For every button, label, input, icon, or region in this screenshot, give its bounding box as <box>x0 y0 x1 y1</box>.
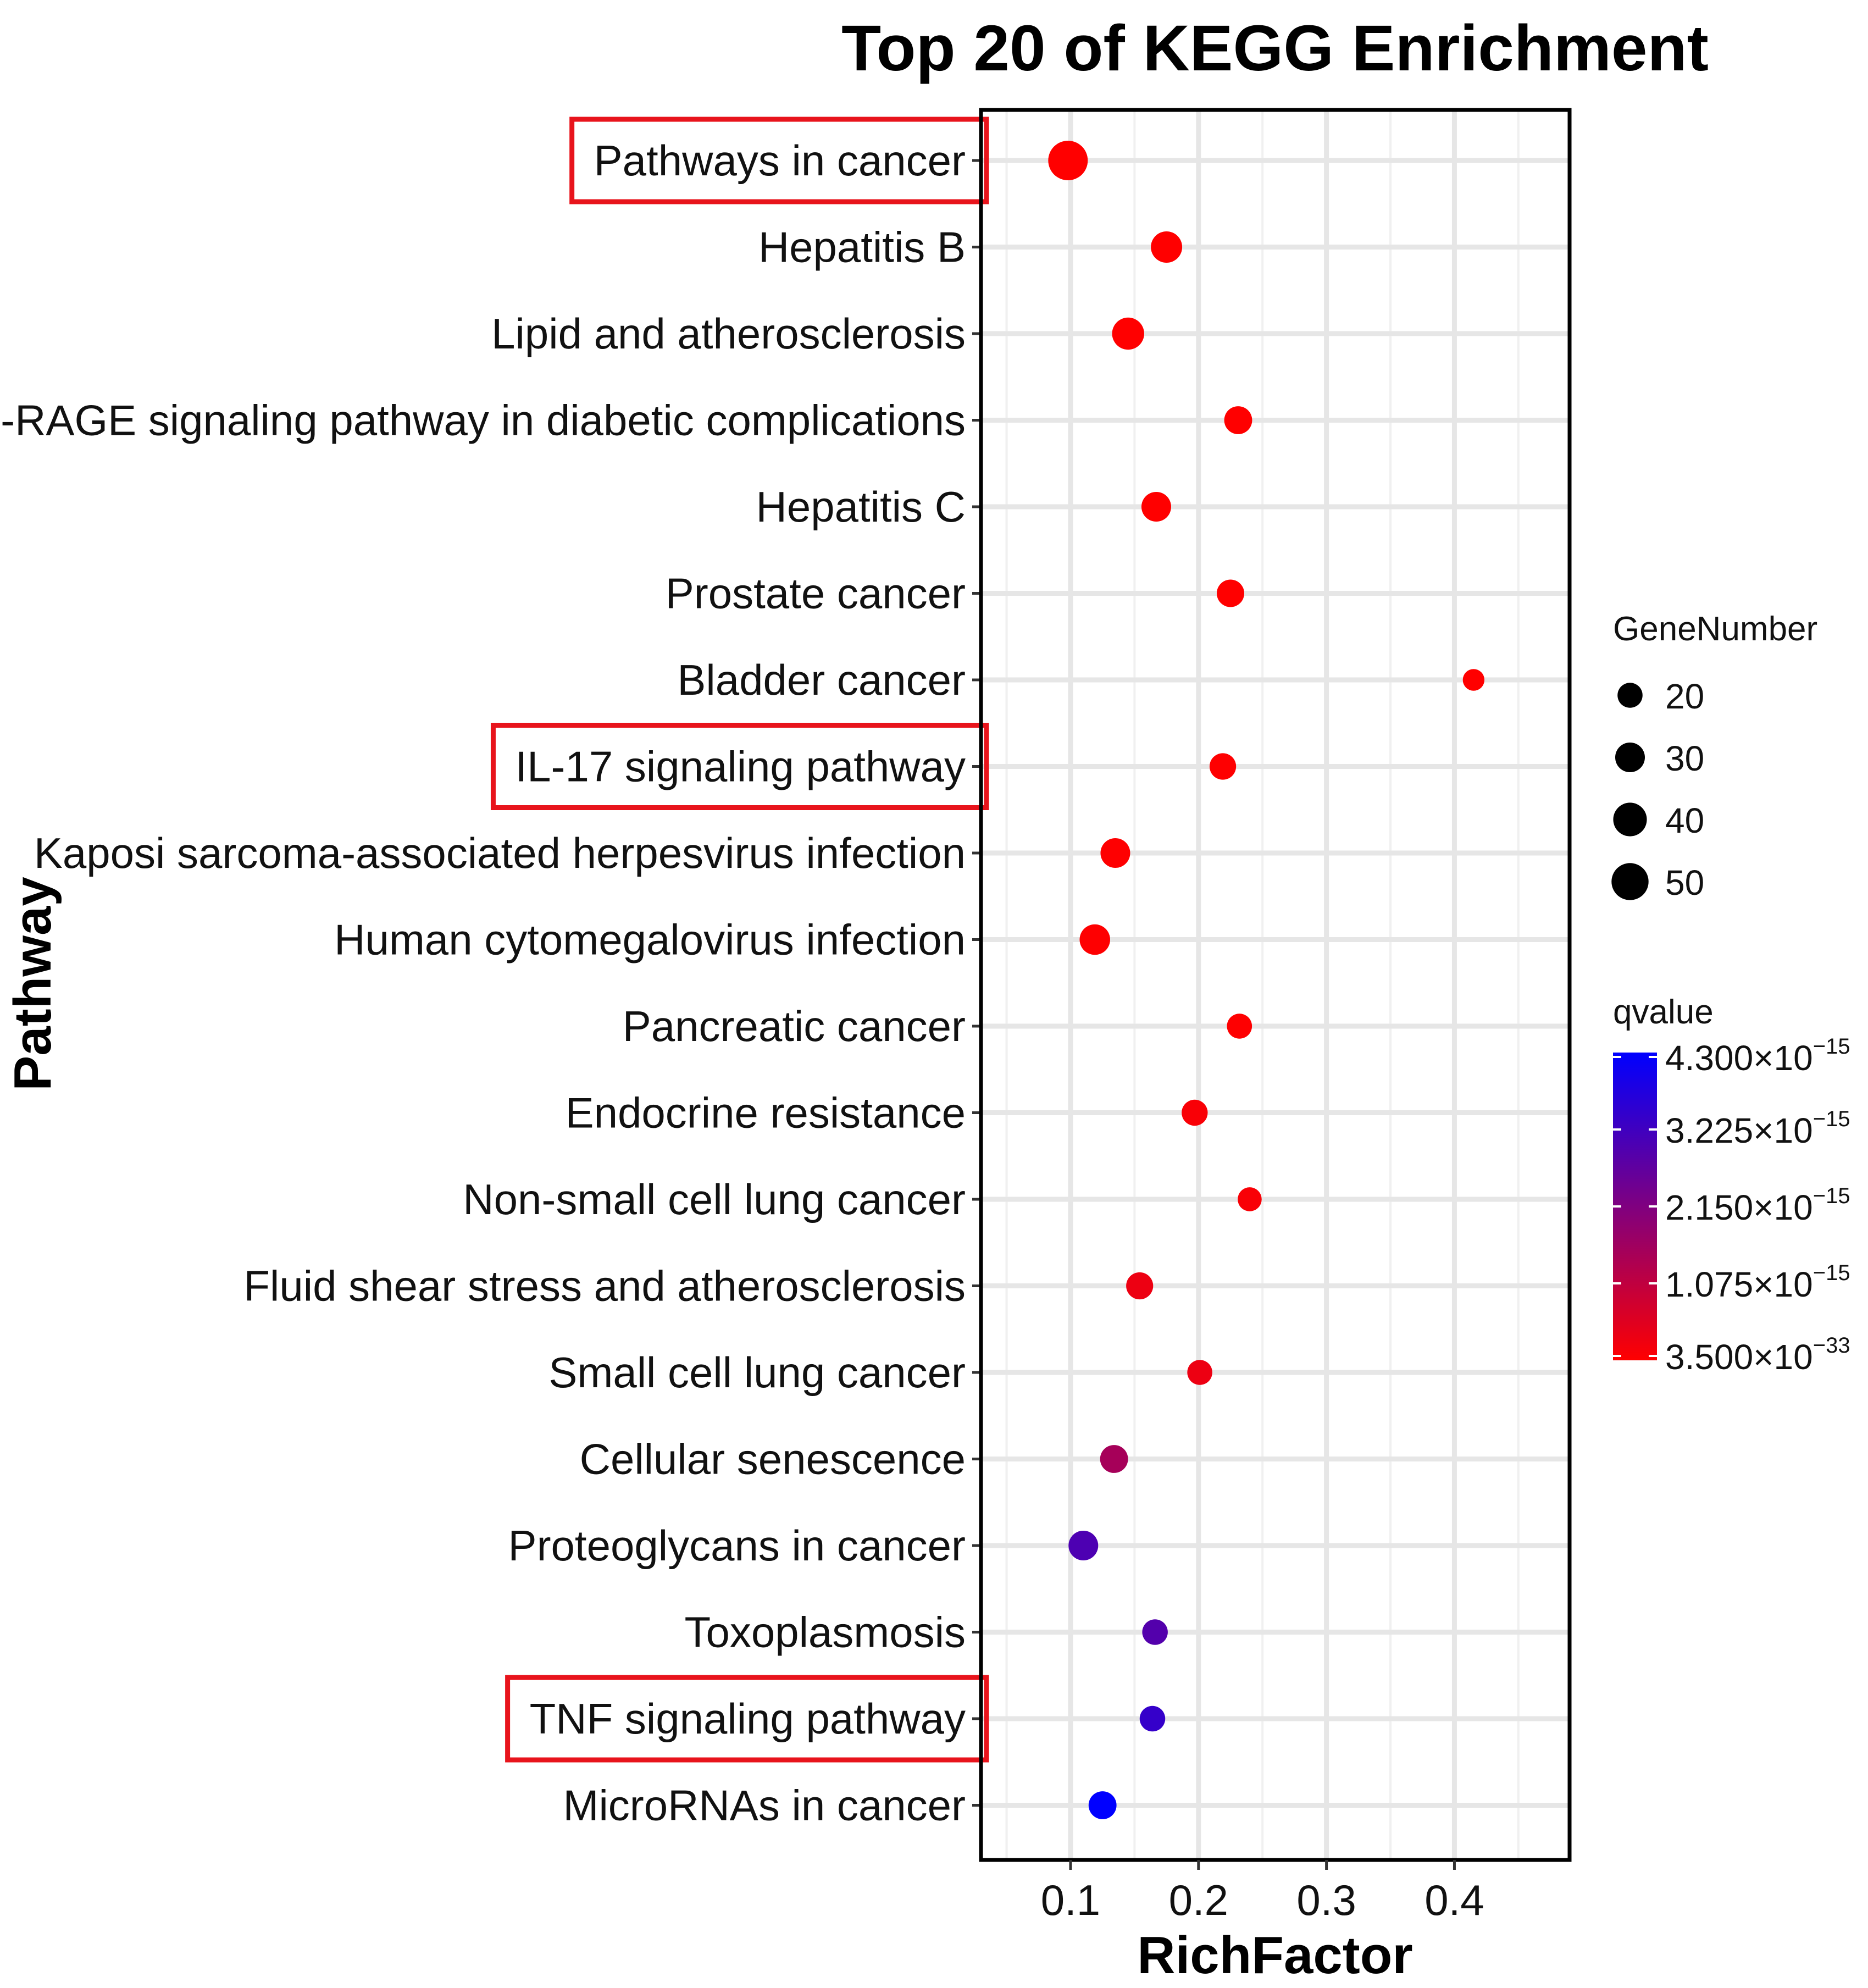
y-tick-label: AGE-RAGE signaling pathway in diabetic c… <box>0 396 966 445</box>
data-point <box>1079 924 1110 955</box>
y-tick-label: Small cell lung cancer <box>548 1348 966 1397</box>
size-legend-key <box>1617 683 1643 708</box>
data-point <box>1068 1530 1099 1561</box>
y-tick-label: Hepatitis B <box>758 223 966 272</box>
data-point <box>1142 1619 1168 1645</box>
size-legend-label: 50 <box>1665 863 1704 902</box>
colorbar-tick-exponent: −33 <box>1813 1333 1850 1358</box>
x-tick-label: 0.1 <box>1041 1876 1100 1924</box>
colorbar-tick-label: 4.300×10−15 <box>1665 1034 1850 1078</box>
data-point <box>1139 1705 1166 1732</box>
data-point <box>1462 669 1485 691</box>
y-tick-label: Hepatitis C <box>756 483 966 531</box>
qvalue-legend: qvalue 4.300×10−15 3.225×10−15 2.150×10−15… <box>1613 993 1850 1377</box>
data-point <box>1088 1791 1117 1819</box>
x-axis-title: RichFactor <box>1137 1926 1412 1985</box>
y-tick-label: Pathways in cancer <box>594 136 966 185</box>
y-tick-label: Lipid and atherosclerosis <box>491 309 966 358</box>
colorbar-tick-exponent: −15 <box>1813 1184 1850 1208</box>
y-tick-label: Fluid shear stress and atherosclerosis <box>243 1262 966 1310</box>
highlight-box <box>490 723 989 810</box>
chart-title: Top 20 of KEGG Enrichment <box>841 12 1709 85</box>
y-tick-label: Proteoglycans in cancer <box>508 1521 966 1570</box>
y-tick-label: Cellular senescence <box>580 1435 966 1483</box>
x-tick-label: 0.3 <box>1296 1876 1356 1924</box>
data-point <box>1238 1187 1262 1211</box>
x-axis: 0.1 0.2 0.3 0.4 <box>1041 1860 1484 1924</box>
data-point <box>1100 838 1130 868</box>
size-legend-key <box>1615 742 1645 773</box>
highlight-boxes <box>490 117 989 1763</box>
y-tick-label: Bladder cancer <box>677 656 966 704</box>
size-legend-title: GeneNumber <box>1613 610 1817 648</box>
data-point <box>1100 1445 1128 1473</box>
x-tick-label: 0.2 <box>1169 1876 1228 1924</box>
data-points <box>1048 141 1485 1819</box>
data-point <box>1141 491 1171 522</box>
plot-panel <box>981 110 1570 1860</box>
colorbar-tick-label: 2.150×10−15 <box>1665 1184 1850 1227</box>
data-point <box>1182 1099 1208 1126</box>
y-tick-label: Human cytomegalovirus infection <box>334 916 966 964</box>
y-tick-label: Pancreatic cancer <box>623 1002 966 1050</box>
data-point <box>1048 141 1088 180</box>
data-point <box>1151 231 1183 263</box>
size-legend-key <box>1613 802 1647 837</box>
data-point <box>1217 579 1245 607</box>
size-legend-label: 40 <box>1665 801 1704 840</box>
y-tick-label: Kaposi sarcoma-associated herpesvirus in… <box>34 829 966 877</box>
colorbar-tick-label: 3.225×10−15 <box>1665 1107 1850 1150</box>
size-legend-label: 20 <box>1665 677 1704 716</box>
y-axis-labels: Pathways in cancer Hepatitis B Lipid and a… <box>0 136 981 1830</box>
colorbar-tick-label: 3.500×10−33 <box>1665 1333 1850 1377</box>
data-point <box>1187 1360 1212 1385</box>
highlight-box <box>505 1675 989 1763</box>
y-tick-label: Non-small cell lung cancer <box>463 1175 966 1223</box>
data-point <box>1209 753 1237 780</box>
y-tick-label: Endocrine resistance <box>566 1089 966 1137</box>
gene-number-legend: GeneNumber 20 30 40 50 <box>1611 610 1817 902</box>
data-point <box>1224 406 1252 434</box>
size-legend-label: 30 <box>1665 739 1704 778</box>
y-tick-label: MicroRNAs in cancer <box>563 1781 966 1830</box>
highlight-box <box>569 117 989 204</box>
size-legend-key <box>1611 863 1649 900</box>
y-tick-label: Toxoplasmosis <box>684 1608 966 1657</box>
data-point <box>1126 1272 1154 1300</box>
colorbar-tick-label: 1.075×10−15 <box>1665 1261 1850 1304</box>
y-tick-label: Prostate cancer <box>666 569 966 618</box>
data-point <box>1112 317 1144 350</box>
x-tick-label: 0.4 <box>1424 1876 1484 1924</box>
y-axis-title: Pathway <box>3 877 62 1090</box>
data-point <box>1227 1014 1252 1039</box>
color-legend-title: qvalue <box>1613 993 1714 1031</box>
plot-panel-border <box>979 108 1572 1862</box>
colorbar-tick-exponent: −15 <box>1813 1261 1850 1285</box>
grid-lines <box>981 110 1570 1860</box>
colorbar-tick-exponent: −15 <box>1813 1034 1850 1059</box>
y-tick-label: TNF signaling pathway <box>530 1694 966 1743</box>
y-tick-label: IL-17 signaling pathway <box>515 743 966 791</box>
colorbar-tick-exponent: −15 <box>1813 1107 1850 1131</box>
